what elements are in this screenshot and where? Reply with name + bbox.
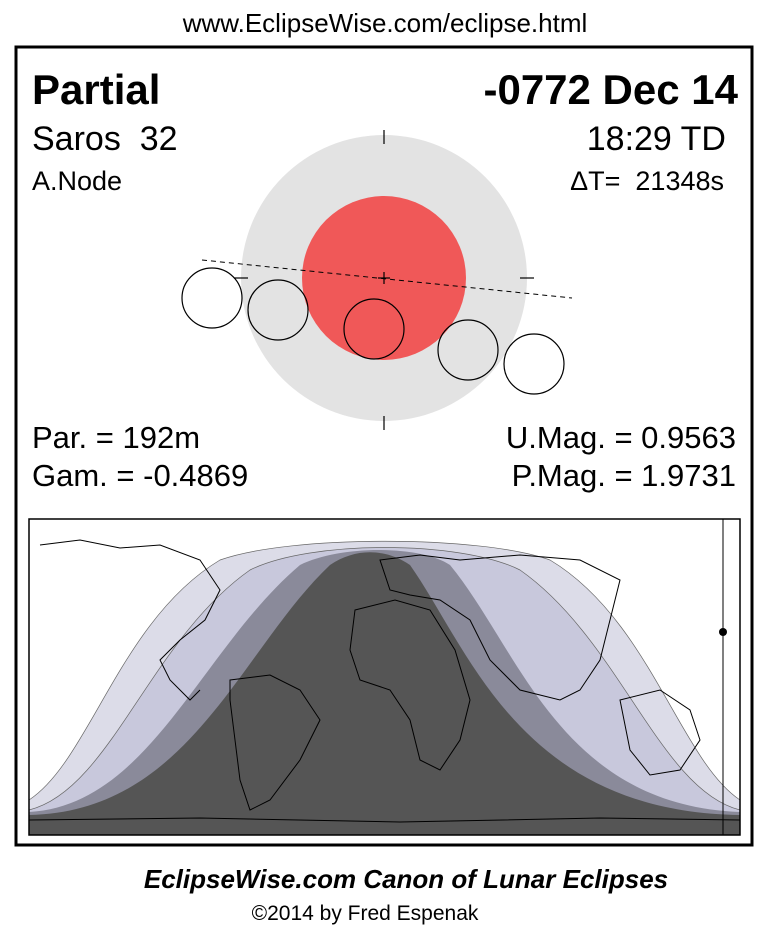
visibility-map (28, 518, 741, 836)
footer-credit: ©2014 by Fred Espenak (252, 902, 479, 925)
eclipse-diagram (181, 130, 573, 430)
subsolar-point (719, 628, 727, 636)
axis-ticks (234, 130, 534, 430)
coastlines (29, 539, 740, 823)
saros: Saros 32 (32, 120, 178, 158)
time: 18:29 TD (587, 120, 726, 158)
date: -0772 Dec 14 (483, 66, 738, 113)
duration: Par. = 192m (32, 420, 200, 455)
node: A.Node (32, 166, 122, 196)
gamma: Gam. = -0.4869 (32, 458, 248, 493)
footer-title: EclipseWise.com Canon of Lunar Eclipses (144, 864, 668, 894)
delta-t: ΔT= 21348s (570, 166, 724, 196)
eclipse-type: Partial (32, 66, 160, 113)
url: www.EclipseWise.com/eclipse.html (182, 8, 588, 38)
moon-positions (181, 267, 565, 395)
moon-path (201, 259, 573, 299)
penumbral-mag: P.Mag. = 1.9731 (512, 458, 736, 493)
frame (14, 45, 754, 847)
umbral-mag: U.Mag. = 0.9563 (506, 420, 736, 455)
